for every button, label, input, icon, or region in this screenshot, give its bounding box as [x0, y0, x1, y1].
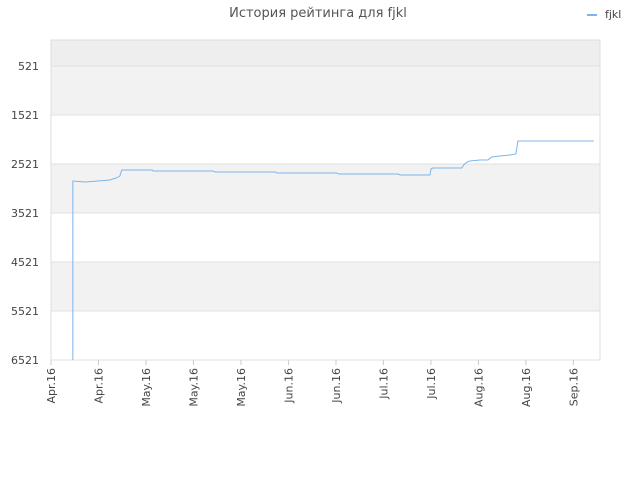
x-tick-label: Jun.16 [330, 368, 343, 404]
y-tick-label: 521 [18, 60, 39, 73]
x-tick-label: Aug.16 [472, 368, 485, 407]
y-tick-label: 4521 [11, 256, 39, 269]
x-tick-label: Sep.16 [567, 368, 580, 406]
plot-band [51, 66, 600, 116]
chart-title: История рейтинга для fjkl [229, 6, 407, 21]
plot-band [51, 213, 600, 263]
series-line [72, 140, 594, 360]
x-tick-label: Jun.16 [282, 368, 295, 404]
plot-band [51, 164, 600, 214]
x-tick-label: May.16 [235, 368, 248, 407]
x-tick-label: May.16 [187, 368, 200, 407]
y-tick-label: 6521 [11, 354, 39, 367]
legend-label: fjkl [605, 8, 621, 21]
plot-band [51, 40, 600, 67]
plot-band [51, 262, 600, 312]
y-tick-label: 5521 [11, 305, 39, 318]
x-tick-label: Apr.16 [45, 368, 58, 404]
plot-band [51, 311, 600, 360]
y-tick-label: 2521 [11, 158, 39, 171]
y-tick-label: 3521 [11, 207, 39, 220]
x-tick-label: Jul.16 [425, 368, 438, 400]
x-tick-label: May.16 [140, 368, 153, 407]
y-tick-label: 1521 [11, 109, 39, 122]
x-tick-label: Apr.16 [92, 368, 105, 404]
plot-band [51, 115, 600, 165]
x-tick-label: Aug.16 [520, 368, 533, 407]
x-tick-label: Jul.16 [377, 368, 390, 400]
